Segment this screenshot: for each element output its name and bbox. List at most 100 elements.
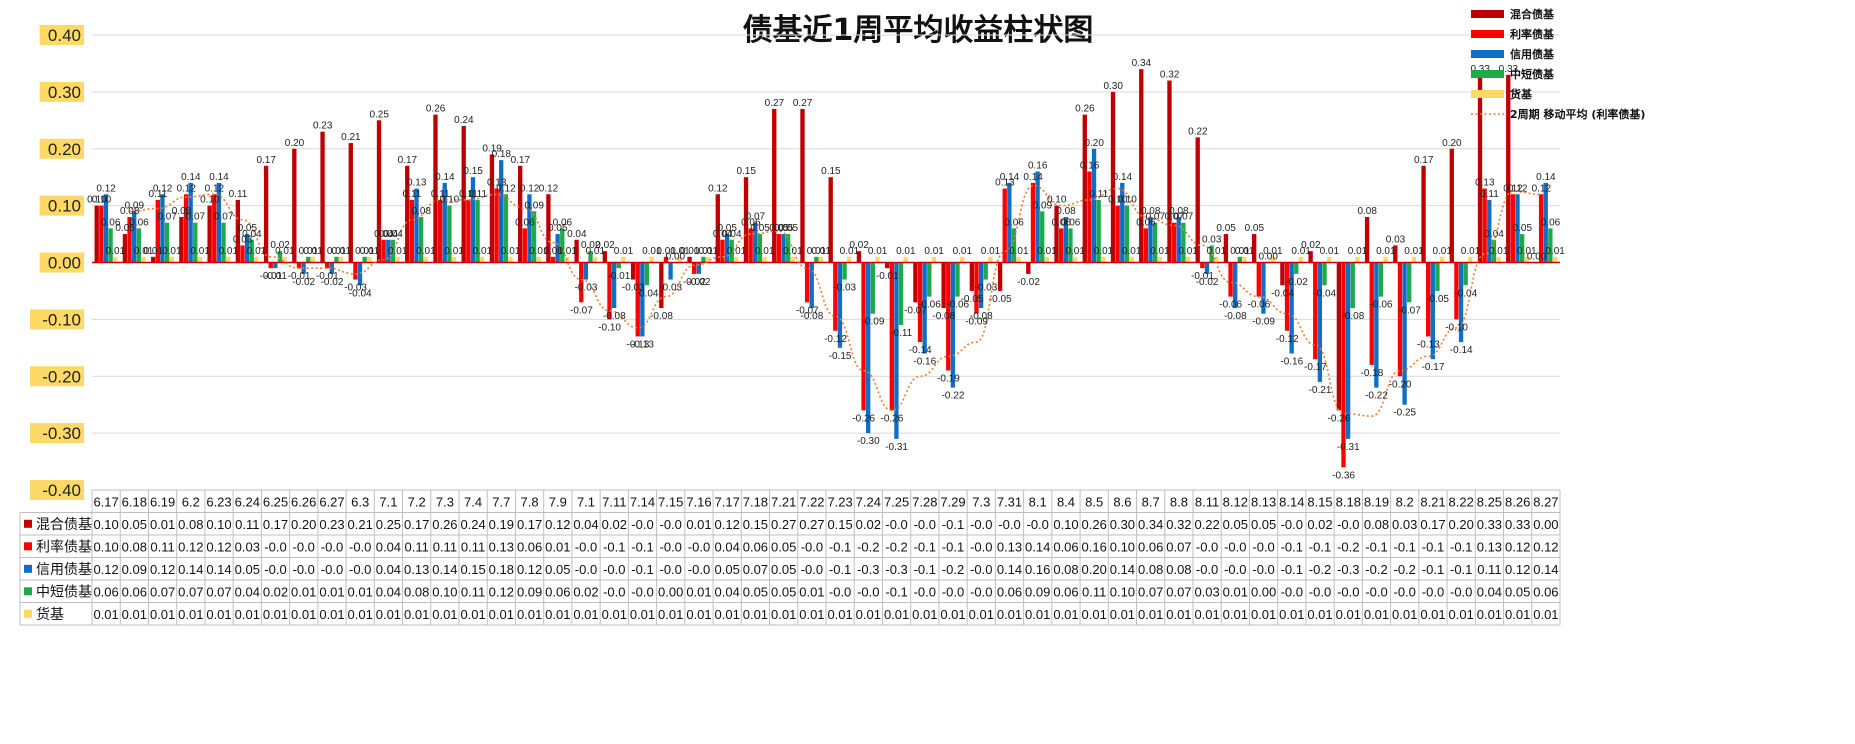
data-label: 0.07: [214, 212, 234, 223]
table-cell: 0.11: [1082, 584, 1106, 599]
legend-label-4: 中短债基: [1510, 67, 1555, 81]
data-label: 0.06: [515, 217, 535, 228]
table-cell: -0.1: [942, 539, 964, 554]
bar-2-42: [1256, 262, 1261, 297]
table-cell: 0.01: [517, 607, 542, 622]
data-label: 0.01: [299, 246, 319, 257]
legend-swatch-2: [1471, 30, 1504, 38]
data-label: -0.08: [1224, 311, 1247, 322]
bar-2-9: [325, 262, 330, 269]
data-label: -0.10: [1445, 322, 1468, 333]
table-cell: -0.3: [885, 562, 907, 577]
table-cell: -0.0: [942, 584, 964, 599]
table-cell: -0.0: [688, 539, 710, 554]
table-cell: 0.01: [686, 607, 711, 622]
bar-2-46: [1369, 262, 1374, 365]
data-label: 0.01: [1207, 246, 1227, 257]
table-cell: -0.0: [1309, 584, 1331, 599]
table-cell: 0.12: [715, 517, 740, 532]
bar-1-31: [941, 262, 946, 308]
data-label: 0.01: [1235, 246, 1255, 257]
table-cell: 0.20: [1449, 517, 1474, 532]
table-category: 6.18: [122, 494, 147, 509]
bar-2-7: [268, 262, 273, 269]
bar-4-51: [1519, 234, 1525, 263]
table-cell: 0.14: [1025, 539, 1050, 554]
data-label: 0.01: [614, 246, 634, 257]
data-label: 0.01: [557, 246, 577, 257]
data-label: 0.25: [369, 109, 389, 120]
data-label: 0.24: [454, 115, 474, 126]
table-cell: -0.0: [264, 539, 286, 554]
bar-2-50: [1482, 188, 1487, 263]
data-label: 0.15: [821, 166, 841, 177]
table-category: 7.28: [912, 494, 937, 509]
table-cell: 0.01: [1166, 607, 1191, 622]
table-cell: 0.13: [1477, 539, 1502, 554]
bar-3-27: [837, 262, 843, 348]
data-label: 0.04: [567, 229, 587, 240]
table-cell: -0.0: [1196, 562, 1218, 577]
data-label: -0.01: [288, 271, 311, 282]
table-cell: 0.01: [912, 607, 937, 622]
table-category: 7.29: [940, 494, 965, 509]
bar-1-16: [518, 165, 523, 263]
table-cell: 0.09: [517, 584, 542, 599]
data-label: 0.11: [431, 189, 450, 200]
table-cell: 0.12: [1505, 562, 1530, 577]
bar-1-46: [1364, 217, 1370, 263]
bar-5-4: [197, 256, 203, 263]
legend-swatch-4: [1471, 70, 1504, 78]
data-label: 0.03: [1386, 234, 1406, 245]
bar-1-37: [1110, 91, 1116, 263]
table-cell: -0.0: [970, 562, 992, 577]
table-cell: 0.02: [263, 584, 288, 599]
table-cell: 0.05: [771, 584, 796, 599]
table-cell: 0.12: [1533, 539, 1558, 554]
y-tick-highlight: [39, 195, 84, 216]
bar-3-47: [1402, 262, 1407, 405]
bar-4-13: [447, 205, 452, 263]
table-category: 6.23: [206, 494, 231, 509]
bar-4-28: [870, 262, 875, 314]
data-label: 0.01: [1230, 246, 1250, 257]
bar-1-27: [828, 177, 833, 263]
table-cell: -0.0: [998, 517, 1020, 532]
table-cell: -0.1: [1365, 539, 1387, 554]
data-label: -0.03: [975, 283, 998, 294]
table-cell: 0.01: [545, 539, 570, 554]
table-cell: -0.1: [1450, 562, 1472, 577]
data-label: 0.07: [1146, 212, 1166, 223]
table-cell: 0.11: [433, 539, 457, 554]
data-label: 0.01: [1432, 246, 1452, 257]
table-cell: 0.01: [1223, 607, 1248, 622]
y-tick-label: -0.10: [42, 310, 81, 329]
data-label: 0.01: [807, 246, 827, 257]
table-cell: 0.01: [856, 607, 881, 622]
data-label: 0.00: [666, 252, 686, 263]
data-label: -0.04: [1454, 288, 1477, 299]
table-cell: 0.01: [545, 607, 570, 622]
table-cell: -0.2: [1309, 562, 1331, 577]
data-label: 0.06: [553, 217, 573, 228]
table-cell: -0.3: [857, 562, 879, 577]
table-cell: 0.00: [658, 584, 683, 599]
bar-1-35: [1054, 205, 1059, 263]
data-label: 0.17: [511, 155, 531, 166]
bar-2-35: [1059, 228, 1064, 263]
bar-3-46: [1374, 262, 1379, 388]
data-label: 0.12: [539, 183, 559, 194]
table-cell: 0.04: [715, 584, 740, 599]
data-label: 0.02: [270, 240, 290, 251]
bar-5-7: [282, 256, 287, 263]
data-label: 0.06: [129, 217, 149, 228]
data-label: 0.01: [1404, 246, 1424, 257]
data-label: 0.01: [1517, 246, 1537, 257]
bar-5-2: [141, 256, 146, 263]
table-cell: -0.0: [970, 539, 992, 554]
data-label: 0.00: [1527, 252, 1547, 263]
table-cell: 0.09: [1025, 584, 1050, 599]
table-cell: 0.12: [545, 517, 570, 532]
data-label: 0.07: [1174, 212, 1194, 223]
data-label: 0.08: [172, 206, 192, 217]
